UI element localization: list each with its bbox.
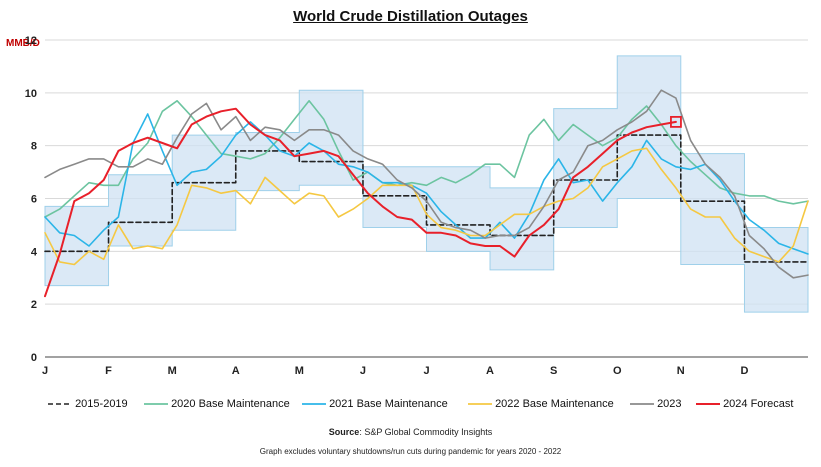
x-tick-label: J — [42, 365, 48, 377]
y-tick-label: 12 — [25, 35, 37, 47]
legend-label: 2023 — [657, 398, 682, 411]
series-line-2024-forecast — [44, 107, 677, 298]
legend-label: 2021 Base Maintenance — [329, 398, 448, 411]
legend-label: 2024 Forecast — [723, 398, 794, 411]
series-line-2020-base-maintenance — [44, 100, 809, 218]
legend-swatch-2022 — [468, 403, 492, 405]
y-tick-label: 2 — [31, 299, 37, 311]
legend-item-2021: 2021 Base Maintenance — [302, 398, 448, 410]
x-tick-label: M — [168, 365, 177, 377]
footnote: Graph excludes voluntary shutdowns/run c… — [259, 447, 562, 456]
x-tick-label: D — [740, 365, 748, 377]
x-tick-label: J — [360, 365, 366, 377]
x-tick-label: N — [677, 365, 685, 377]
legend-swatch-2020 — [144, 403, 168, 405]
source-label: Source — [328, 427, 360, 437]
series-line-2022-base-maintenance — [44, 147, 809, 266]
x-tick-label: S — [550, 365, 557, 377]
x-tick-label: A — [232, 365, 240, 377]
y-tick-label: 10 — [25, 88, 37, 100]
historical-range-band — [44, 55, 809, 313]
legend-swatch-2024 — [696, 403, 720, 406]
x-tick-label: M — [295, 365, 304, 377]
chart-legend: 2015-2019 2020 Base Maintenance 2021 Bas… — [40, 398, 820, 414]
legend-label: 2020 Base Maintenance — [171, 398, 290, 411]
y-tick-label: 6 — [31, 194, 37, 206]
legend-label: 2015-2019 — [75, 398, 128, 411]
legend-item-2020: 2020 Base Maintenance — [144, 398, 290, 410]
series-line-2021-base-maintenance — [44, 113, 809, 255]
legend-swatch-2021 — [302, 403, 326, 405]
legend-swatch-2015-2019 — [48, 403, 72, 405]
chart-title: World Crude Distillation Outages — [293, 8, 528, 25]
x-tick-label: A — [486, 365, 494, 377]
series-line-2015-2019 — [44, 134, 809, 263]
legend-item-2015-2019: 2015-2019 — [48, 398, 128, 410]
source-line: Source: S&P Global Commodity Insights — [0, 427, 821, 437]
legend-item-2022: 2022 Base Maintenance — [468, 398, 614, 410]
legend-item-2023: 2023 — [630, 398, 682, 410]
legend-label: 2022 Base Maintenance — [495, 398, 614, 411]
legend-item-2024: 2024 Forecast — [696, 398, 793, 410]
y-tick-label: 0 — [31, 352, 37, 364]
legend-swatch-2023 — [630, 403, 654, 405]
forecast-highlight-marker — [670, 115, 682, 128]
chart-plot: 0 2 4 6 8 10 12 J F M A M J J A S O N D — [25, 35, 809, 377]
y-tick-label: 4 — [31, 246, 38, 258]
y-tick-label: 8 — [31, 141, 37, 153]
x-tick-label: O — [613, 365, 622, 377]
source-text: : S&P Global Commodity Insights — [359, 427, 493, 437]
y-axis-unit-label: MMB/D — [6, 38, 40, 49]
x-tick-label: F — [105, 365, 112, 377]
x-tick-label: J — [423, 365, 429, 377]
